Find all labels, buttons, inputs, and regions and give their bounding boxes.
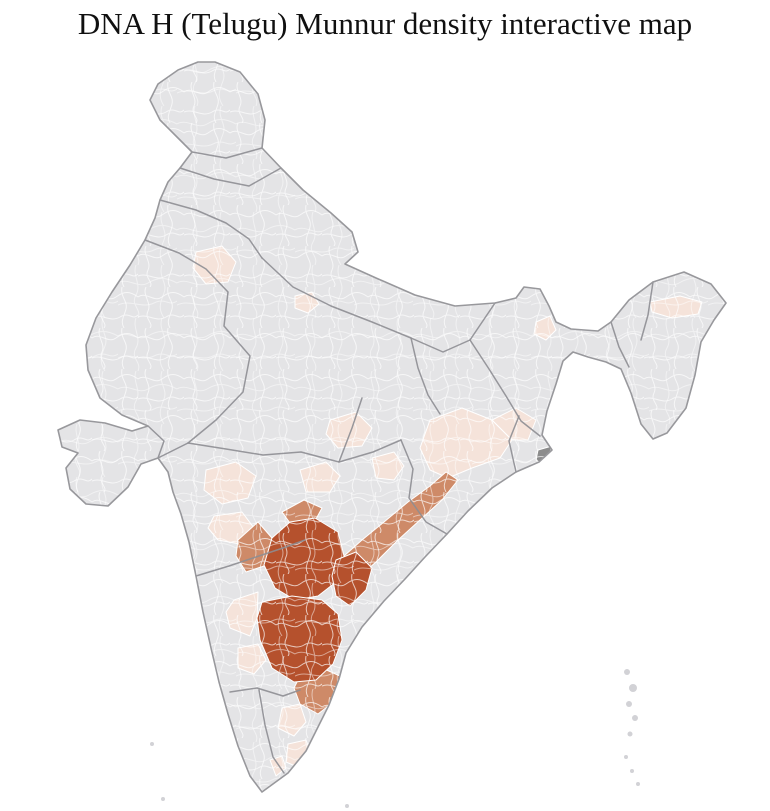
island[interactable] xyxy=(629,684,637,692)
island[interactable] xyxy=(636,782,640,786)
island[interactable] xyxy=(624,755,628,759)
state-borders xyxy=(144,147,654,774)
island[interactable] xyxy=(150,742,154,746)
island[interactable] xyxy=(626,701,632,707)
district-region-low[interactable] xyxy=(285,739,313,769)
island[interactable] xyxy=(632,715,638,721)
page-title: DNA H (Telugu) Munnur density interactiv… xyxy=(77,6,693,41)
island[interactable] xyxy=(627,731,633,737)
island[interactable] xyxy=(345,804,349,808)
island[interactable] xyxy=(161,797,165,801)
island[interactable] xyxy=(624,669,630,675)
island-chains[interactable] xyxy=(150,669,640,808)
island[interactable] xyxy=(630,769,634,773)
india-landmass[interactable] xyxy=(58,62,726,792)
